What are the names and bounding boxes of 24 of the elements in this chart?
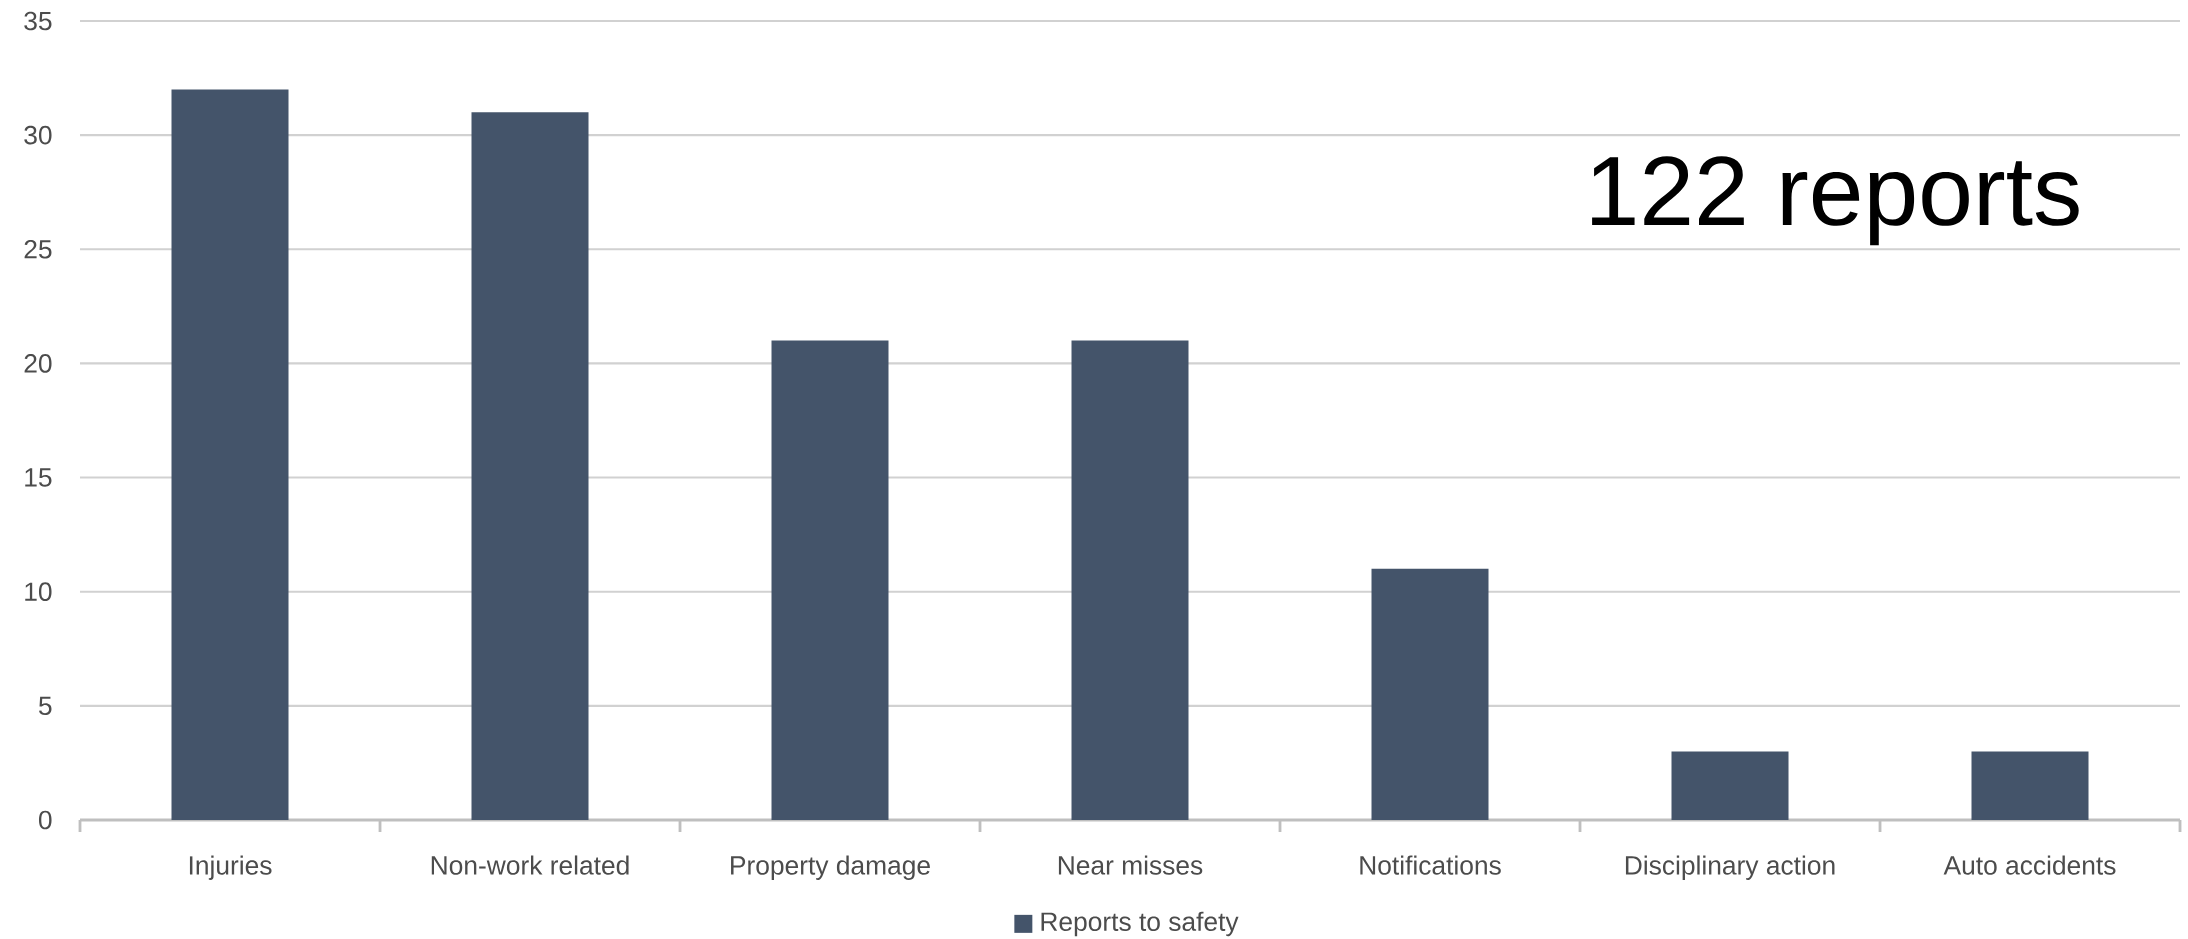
x-tick-label: Injuries [189,855,272,880]
x-tick-label: Near misses [1058,855,1203,875]
bar [771,340,889,820]
bar [1371,568,1489,820]
y-tick-label: 10 [25,582,52,602]
y-tick-label: 20 [24,354,52,373]
x-tick-label: Disciplinary action [1625,855,1835,880]
y-tick-label: 0 [38,810,52,830]
bar [471,112,589,820]
bar [1671,751,1789,820]
x-tick-label: Non-work related [431,855,629,875]
x-tick-label: Notifications [1360,855,1501,875]
legend-label: Reports to safety [1041,911,1239,937]
x-tick-label: Auto accidents [1943,855,2116,875]
y-tick-label: 15 [25,468,52,487]
bar [171,89,289,820]
y-tick-label: 5 [38,696,52,716]
y-tick-label: 30 [24,125,52,145]
y-tick-label: 25 [24,239,52,259]
annotation: 122 reports [1592,156,2079,246]
y-tick-label: 35 [24,11,52,31]
bar [1071,340,1189,820]
x-tick-label: Property damage [731,855,930,880]
bar [1971,751,2089,820]
